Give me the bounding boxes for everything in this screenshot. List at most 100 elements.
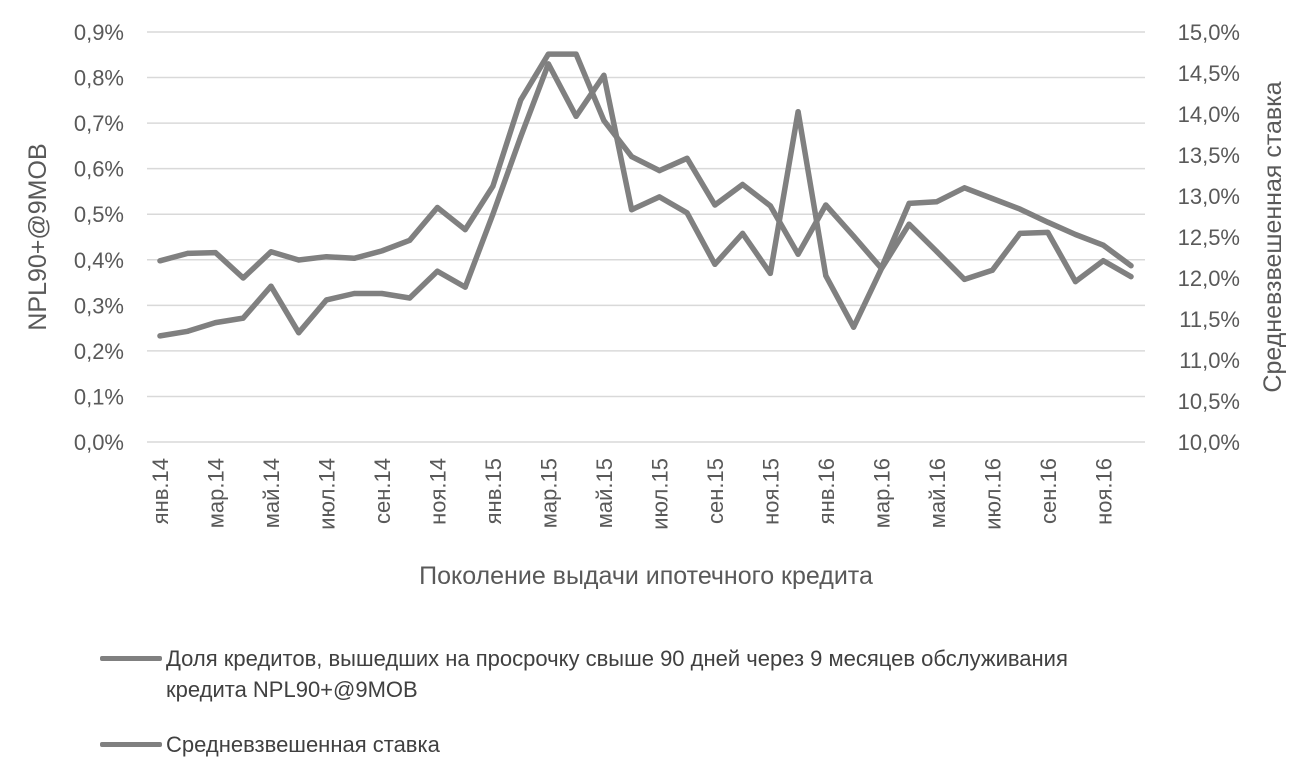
y-left-tick-label: 0,0% — [74, 430, 124, 455]
data-point-rate — [823, 202, 829, 208]
x-tick-label: мар.16 — [869, 458, 894, 528]
data-point-npl — [268, 283, 274, 289]
data-point-rate — [1072, 231, 1079, 238]
data-point-npl — [157, 333, 163, 339]
data-point-rate — [684, 155, 690, 161]
x-tick-label: янв.15 — [481, 458, 506, 524]
x-tick-label: мар.14 — [203, 458, 228, 528]
x-tick-label: ноя.16 — [1091, 458, 1116, 525]
data-point-rate — [240, 275, 246, 281]
x-tick-label: янв.14 — [148, 458, 173, 524]
data-point-rate — [1100, 242, 1106, 248]
data-point-npl — [961, 276, 968, 282]
data-point-npl — [934, 249, 940, 255]
y-right-tick-label: 12,5% — [1178, 225, 1240, 250]
series-line-rate — [157, 51, 1134, 281]
y-left-tick-label: 0,1% — [74, 384, 124, 409]
data-point-rate — [601, 118, 607, 124]
data-point-rate — [878, 265, 884, 271]
data-point-npl — [1072, 279, 1079, 285]
x-tick-label: сен.15 — [703, 458, 728, 524]
y-left-tick-label: 0,7% — [74, 111, 124, 136]
data-point-npl — [823, 273, 829, 279]
data-point-rate — [1128, 263, 1134, 269]
data-point-rate — [434, 204, 440, 211]
legend-label-npl-line1: Доля кредитов, вышедших на просрочку свы… — [166, 646, 1068, 671]
data-point-rate — [490, 183, 496, 189]
data-point-npl — [684, 210, 690, 216]
data-point-rate — [767, 203, 773, 209]
right-axis-ticks: 10,0% 10,5% 11,0% 11,5% 12,0% 12,5% 13,0% 13,5%… — [1178, 20, 1240, 455]
series-lines — [157, 51, 1134, 339]
data-point-npl — [989, 267, 995, 273]
left-axis-ticks: 0,0% 0,1% 0,2% 0,3% 0,4% 0,5% 0,6% 0,7% 0,8% 0,9% — [74, 20, 124, 455]
x-tick-label: ноя.14 — [425, 458, 450, 525]
y-right-tick-label: 10,0% — [1178, 430, 1240, 455]
series-line-npl — [157, 61, 1134, 339]
data-point-npl — [434, 268, 440, 274]
y-right-tick-label: 13,0% — [1178, 184, 1240, 209]
y-right-tick-label: 15,0% — [1178, 20, 1240, 45]
y-right-tick-label: 11,0% — [1179, 348, 1240, 373]
data-point-npl — [795, 109, 801, 115]
data-point-rate — [795, 251, 801, 257]
data-point-rate — [906, 200, 912, 206]
data-point-npl — [629, 207, 635, 213]
data-point-rate — [157, 258, 163, 264]
data-point-npl — [1100, 258, 1106, 264]
data-point-npl — [1017, 230, 1023, 236]
data-point-rate — [934, 199, 940, 205]
x-tick-label: май.16 — [925, 458, 950, 528]
data-point-npl — [296, 330, 302, 336]
y-left-tick-label: 0,6% — [74, 157, 124, 182]
y-left-tick-label: 0,3% — [74, 293, 124, 318]
y-left-tick-label: 0,4% — [74, 248, 124, 273]
y-right-tick-label: 14,0% — [1178, 102, 1240, 127]
data-point-rate — [1045, 219, 1051, 225]
data-point-npl — [545, 61, 552, 67]
data-point-rate — [407, 237, 413, 243]
data-point-rate — [212, 250, 219, 256]
data-point-npl — [240, 315, 246, 321]
data-point-rate — [851, 233, 857, 239]
y-right-tick-label: 11,5% — [1179, 307, 1240, 332]
y-left-tick-label: 0,2% — [74, 339, 124, 364]
x-axis-title: Поколение выдачи ипотечного кредита — [419, 562, 873, 590]
y-left-tick-label: 0,9% — [74, 20, 124, 45]
data-point-rate — [573, 51, 579, 57]
data-point-npl — [462, 284, 468, 290]
data-point-npl — [379, 290, 385, 297]
legend-label-rate: Средневзвешенная ставка — [166, 732, 440, 757]
data-point-npl — [351, 290, 357, 297]
data-point-rate — [1017, 206, 1023, 212]
data-point-npl — [407, 295, 413, 301]
y-right-tick-label: 14,5% — [1178, 61, 1240, 86]
data-point-npl — [656, 194, 663, 200]
data-point-rate — [740, 181, 746, 188]
data-point-rate — [185, 250, 191, 256]
data-point-npl — [185, 328, 191, 334]
x-tick-label: сен.14 — [370, 458, 395, 524]
data-point-npl — [573, 113, 579, 119]
x-tick-label: мар.15 — [536, 458, 561, 528]
data-point-rate — [323, 254, 330, 260]
legend-swatch-npl — [100, 656, 162, 661]
data-point-rate — [656, 168, 663, 174]
data-point-npl — [518, 134, 524, 140]
x-tick-label: июл.16 — [980, 458, 1005, 530]
y-axis-right-title: Средневзвешенная ставка — [1259, 81, 1287, 392]
data-point-npl — [712, 261, 718, 267]
x-tick-label: ноя.15 — [758, 458, 783, 525]
data-point-rate — [462, 227, 468, 233]
data-point-npl — [740, 230, 746, 236]
data-point-rate — [989, 195, 995, 202]
data-point-rate — [961, 185, 968, 191]
data-point-rate — [268, 249, 274, 255]
data-point-rate — [545, 51, 552, 57]
y-right-tick-label: 10,5% — [1178, 389, 1240, 414]
data-point-npl — [1128, 274, 1134, 280]
y-left-tick-label: 0,8% — [74, 66, 124, 91]
data-point-npl — [212, 320, 219, 326]
data-point-npl — [906, 221, 912, 227]
